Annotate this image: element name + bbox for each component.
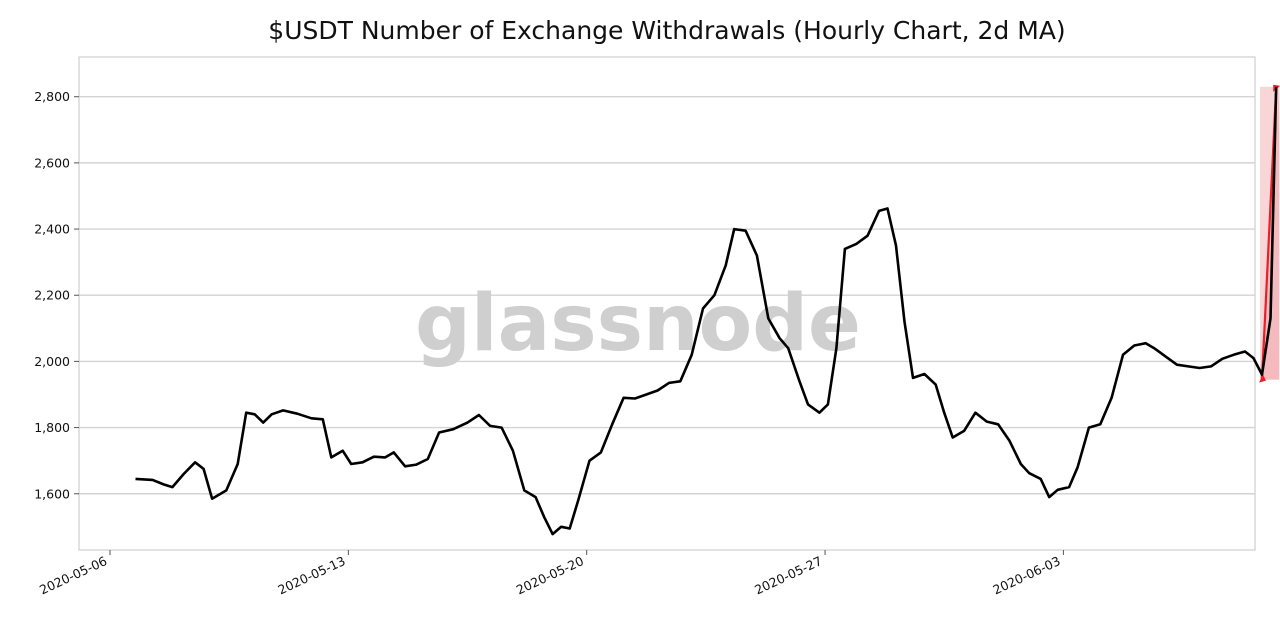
series-layer — [135, 86, 1278, 536]
y-tick-label: 2,400 — [34, 222, 70, 237]
highlight-segment — [1259, 84, 1280, 383]
y-tick-label: 1,800 — [34, 420, 70, 435]
y-tick-label: 2,600 — [34, 155, 70, 170]
highlight-marker-start — [1259, 374, 1267, 383]
chart-title: $USDT Number of Exchange Withdrawals (Ho… — [268, 16, 1066, 45]
plot-frame — [78, 56, 1256, 551]
y-tick-label: 1,600 — [34, 486, 70, 501]
x-tick-label: 2020-05-27 — [752, 553, 824, 597]
watermark: glassnode — [415, 279, 861, 369]
series-line — [135, 86, 1278, 536]
grid-lines — [79, 96, 1255, 495]
x-tick-label: 2020-06-03 — [990, 553, 1062, 597]
y-axis: 1,600 1,800 2,000 2,200 2,400 2,600 2,800 — [34, 89, 79, 501]
y-tick-label: 2,200 — [34, 288, 70, 303]
y-tick-label: 2,800 — [34, 89, 70, 104]
x-tick-label: 2020-05-06 — [37, 553, 109, 597]
x-tick-label: 2020-05-20 — [514, 553, 586, 597]
x-tick-label: 2020-05-13 — [275, 553, 347, 597]
x-axis: 2020-05-06 2020-05-13 2020-05-20 2020-05-27… — [37, 550, 1064, 597]
y-tick-label: 2,000 — [34, 354, 70, 369]
